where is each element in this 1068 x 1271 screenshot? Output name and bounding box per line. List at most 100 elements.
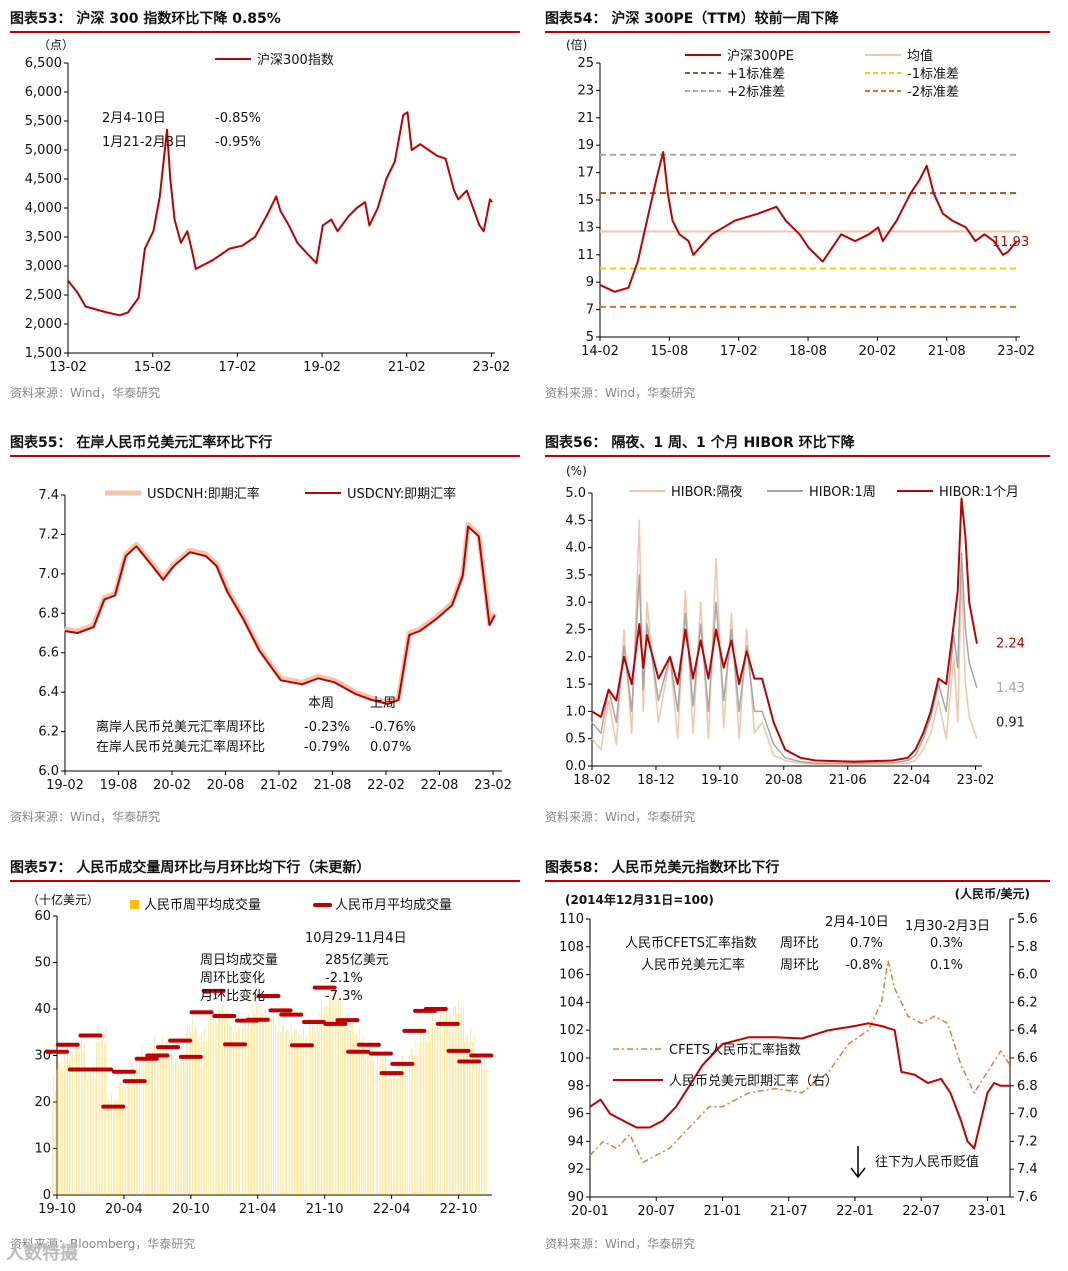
series-line-HIBOR:1个月 — [591, 497, 978, 763]
panel-rmb-volume: 图表57： 人民币成交量周环比与月环比均下行（未更新） （十亿美元） 0 10 20 3… — [10, 857, 520, 1262]
y-tick-label: 92 — [567, 1162, 584, 1177]
y-tick-label: 21 — [577, 111, 594, 126]
x-tick-label: 13-02 — [49, 360, 87, 375]
legend-csi300-label: 沪深300指数 — [257, 52, 334, 68]
y-tick-label-right: 6.8 — [1017, 1079, 1038, 1094]
x-tick-label: 23-02 — [957, 773, 995, 788]
y-tick-label: 7.4 — [38, 488, 59, 503]
y-tick-label: 6.4 — [38, 685, 59, 700]
annotation-period-a: 2月4-10日 — [825, 915, 889, 930]
annotation-label: 月环比变化 — [200, 988, 265, 1004]
y-axis-unit-right: (人民币/美元) — [955, 886, 1030, 901]
y-tick-label: 13 — [577, 220, 594, 235]
legend-plus2sd-label: +2标准差 — [727, 85, 785, 100]
x-tick-label: 22-04 — [373, 1202, 411, 1217]
y-tick-label: 50 — [34, 956, 51, 971]
table-header-this-week: 本周 — [308, 696, 334, 711]
y-tick-label: 4.0 — [565, 541, 586, 556]
x-tick-label: 23-02 — [474, 778, 512, 793]
title-rule — [10, 880, 520, 882]
x-tick-label: 22-01 — [836, 1204, 874, 1219]
legend-mean-label: 均值 — [907, 48, 933, 64]
legend-weekly-label: 人民币周平均成交量 — [144, 897, 261, 913]
y-tick-label: 2.5 — [565, 623, 586, 638]
y-tick-label: 0.5 — [565, 732, 586, 747]
y-tick-label: 98 — [567, 1079, 584, 1094]
x-tick-label: 19-10 — [38, 1202, 76, 1217]
y-tick-label: 0 — [43, 1188, 51, 1203]
csi300-index-chart: （点） 1,500 2,000 2,500 3,000 3,500 4,000 4,500 5,… — [25, 38, 511, 375]
panel-hibor: 图表56： 隔夜、1 周、1 个月 HIBOR 环比下降 (%) 0.0 0.5 1.… — [545, 432, 1050, 832]
source-note: 资料来源：Wind，华泰研究 — [545, 1237, 696, 1251]
x-tick-label: 17-02 — [720, 344, 758, 359]
title-rule — [10, 31, 520, 33]
x-tick-label: 20-08 — [207, 778, 245, 793]
panel-csi300-index: 图表53： 沪深 300 指数环比下降 0.85% （点） 1,500 2,000 2… — [10, 8, 520, 408]
end-value-label: 0.91 — [996, 715, 1025, 730]
title-rule — [545, 880, 1050, 882]
y-tick-label: 4,500 — [25, 172, 62, 187]
annotation-value-b: 0.3% — [930, 936, 963, 951]
x-tick-label: 19-02 — [303, 360, 341, 375]
y-tick-label: 6.2 — [38, 725, 59, 740]
legend-monthly-label: 人民币月平均成交量 — [335, 897, 452, 913]
series-line-csi300 — [67, 111, 493, 317]
y-tick-label: 100 — [559, 1051, 584, 1066]
panel-title: 图表56： 隔夜、1 周、1 个月 HIBOR 环比下降 — [545, 435, 855, 451]
y-tick-label: 104 — [559, 995, 584, 1010]
y-tick-label: 17 — [577, 166, 594, 181]
y-tick-label: 6,500 — [25, 56, 62, 71]
annotation-value: -0.85% — [215, 111, 261, 126]
y-tick-label: 23 — [577, 83, 594, 98]
y-tick-label: 40 — [34, 1002, 51, 1017]
y-tick-label-right: 6.2 — [1017, 995, 1038, 1010]
x-tick-label: 19-08 — [100, 778, 138, 793]
y-tick-label: 60 — [34, 909, 51, 924]
y-tick-label: 3,000 — [25, 259, 62, 274]
table-header-last-week: 上周 — [370, 696, 396, 711]
annotation-value-b: 0.1% — [930, 958, 963, 973]
annotation-period-b: 1月30-2月3日 — [905, 919, 990, 934]
source-note: 资料来源：Wind，华泰研究 — [545, 810, 696, 824]
annotation-row-label: 人民币兑美元汇率 — [641, 957, 745, 973]
table-row-label: 在岸人民币兑美元汇率周环比 — [96, 739, 265, 755]
annotation-period: 2月4-10日 — [102, 111, 166, 126]
down-arrow-head — [850, 1167, 866, 1179]
y-tick-label: 25 — [577, 56, 594, 71]
x-tick-label: 21-02 — [260, 778, 298, 793]
x-tick-label: 20-10 — [172, 1202, 210, 1217]
y-tick-label: 15 — [577, 193, 594, 208]
legend-minus2sd-label: -2标准差 — [907, 85, 959, 100]
y-tick-label: 5.0 — [565, 486, 586, 501]
title-rule — [545, 31, 1050, 33]
legend-cfets-label: CFETS人民币汇率指数 — [669, 1042, 801, 1058]
legend-plus1sd-label: +1标准差 — [727, 67, 785, 82]
end-value-label: 1.43 — [996, 681, 1025, 696]
legend-spot-label: 人民币兑美元即期汇率（右） — [669, 1073, 838, 1089]
x-tick-label: 21-04 — [239, 1202, 277, 1217]
x-tick-label: 22-04 — [893, 773, 931, 788]
legend-weekly-swatch — [130, 900, 139, 909]
y-tick-label: 3.5 — [565, 568, 586, 583]
panel-title: 图表57： 人民币成交量周环比与月环比均下行（未更新） — [10, 860, 371, 876]
annotation-value: -2.1% — [325, 971, 363, 986]
y-tick-label: 110 — [559, 912, 584, 927]
series-line-usdcnh — [64, 522, 497, 705]
y-tick-label: 96 — [567, 1107, 584, 1122]
y-axis-unit: （点） — [38, 38, 74, 52]
y-tick-label: 5,500 — [25, 114, 62, 129]
y-tick-label: 5 — [586, 330, 594, 345]
table-value-last-week: 0.07% — [370, 740, 411, 755]
y-tick-label: 6,000 — [25, 85, 62, 100]
x-tick-label: 18-02 — [573, 773, 611, 788]
y-tick-label: 3.0 — [565, 595, 586, 610]
source-note: 资料来源：Wind，华泰研究 — [10, 810, 161, 824]
annotation-label: 周日均成交量 — [200, 952, 278, 968]
title-rule — [10, 455, 520, 457]
title-rule — [545, 455, 1050, 457]
rmb-index-chart: (2014年12月31日=100) (人民币/美元) 90 92 94 96 98 100 10… — [559, 886, 1038, 1219]
y-tick-label: 20 — [34, 1095, 51, 1110]
y-tick-label: 102 — [559, 1023, 584, 1038]
y-tick-label-right: 7.4 — [1017, 1162, 1038, 1177]
